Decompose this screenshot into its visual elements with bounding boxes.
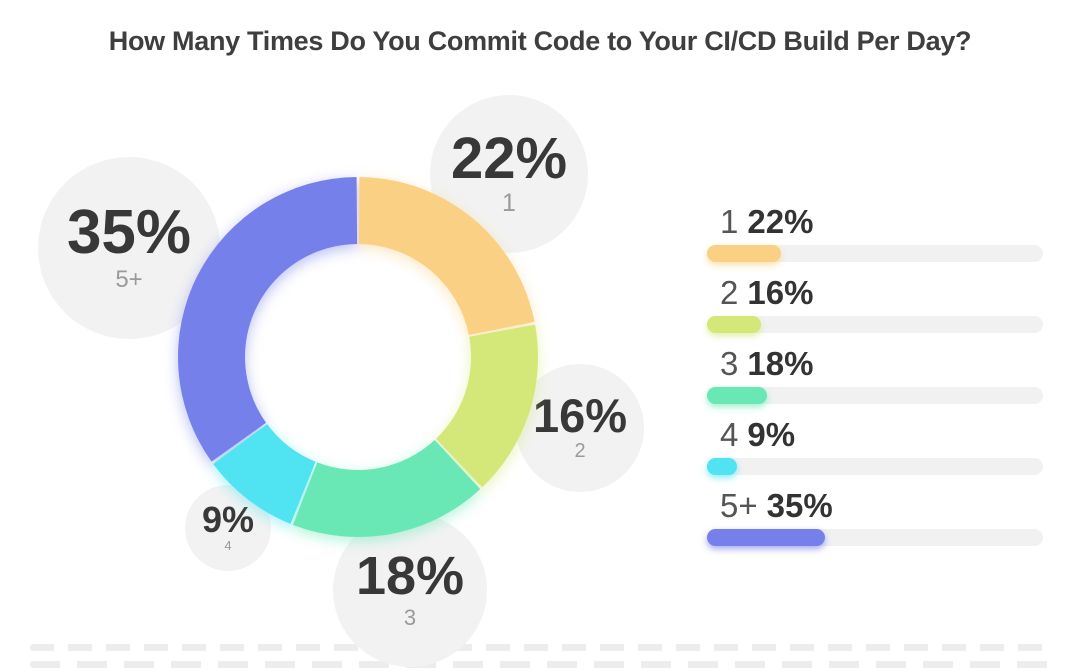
callout-value: 22%	[450, 125, 568, 191]
legend-value: 16%	[747, 274, 814, 311]
legend-category: 2	[720, 274, 739, 311]
donut-ring	[178, 177, 538, 542]
donut-segment-4	[213, 424, 316, 524]
legend-value: 18%	[747, 345, 814, 382]
callout-3: 18% 3	[333, 513, 487, 667]
chart-title: How Many Times Do You Commit Code to You…	[108, 26, 972, 56]
callout-value: 16%	[532, 388, 628, 442]
legend-label: 1 22%	[720, 205, 1043, 239]
legend: 1 22% 2 16% 3 18% 4 9% 5+ 35%	[707, 205, 1043, 560]
legend-bar-track	[707, 245, 1043, 262]
legend-value: 22%	[747, 203, 814, 240]
callout-category: 1	[502, 188, 516, 217]
legend-label: 2 16%	[720, 276, 1043, 310]
cropped-content-row	[30, 644, 1052, 651]
legend-item-5plus: 5+ 35%	[707, 489, 1043, 546]
donut-segment-3	[293, 439, 481, 538]
legend-item-2: 2 16%	[707, 276, 1043, 333]
legend-bar-fill	[707, 529, 825, 546]
legend-bar-fill	[707, 316, 761, 333]
legend-value: 9%	[747, 416, 796, 453]
legend-label: 3 18%	[720, 347, 1043, 381]
legend-bar-fill	[707, 458, 738, 475]
callout-category: 3	[403, 604, 417, 630]
legend-value: 35%	[766, 487, 833, 524]
legend-label: 4 9%	[720, 418, 1043, 452]
callout-value: 9%	[201, 498, 255, 540]
legend-category: 1	[720, 203, 739, 240]
donut-segment-5+	[178, 177, 358, 462]
legend-item-1: 1 22%	[707, 205, 1043, 262]
cropped-content-row	[30, 661, 1052, 668]
legend-category: 4	[720, 416, 739, 453]
legend-bar-fill	[707, 245, 781, 262]
legend-category: 5+	[720, 487, 758, 524]
legend-bar-track	[707, 387, 1043, 404]
legend-item-4: 4 9%	[707, 418, 1043, 475]
callout-value: 35%	[66, 198, 192, 268]
legend-label: 5+ 35%	[720, 489, 1043, 523]
legend-category: 3	[720, 345, 739, 382]
donut-segment-1	[358, 177, 535, 335]
callout-category: 2	[574, 440, 586, 463]
legend-item-3: 3 18%	[707, 347, 1043, 404]
callout-2: 16% 2	[516, 364, 644, 492]
callout-value: 18%	[355, 545, 465, 606]
legend-bar-track	[707, 529, 1043, 546]
legend-bar-track	[707, 458, 1043, 475]
legend-bar-fill	[707, 387, 768, 404]
legend-bar-track	[707, 316, 1043, 333]
donut-segment-2	[436, 324, 538, 488]
callout-category: 5+	[115, 265, 143, 293]
callout-category: 4	[224, 538, 232, 554]
